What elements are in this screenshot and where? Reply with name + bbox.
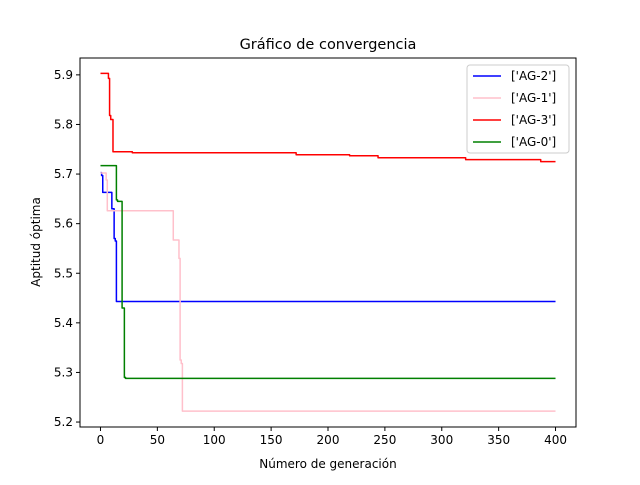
y-axis-label: Aptitud óptima	[29, 197, 43, 287]
legend-box	[466, 64, 570, 154]
x-tick-label: 150	[260, 433, 283, 447]
x-tick-label: 250	[373, 433, 396, 447]
y-tick-label: 5.4	[54, 316, 73, 330]
y-tick-label: 5.6	[54, 217, 73, 231]
legend-label: ['AG-2']	[511, 69, 556, 83]
x-tick-label: 300	[430, 433, 453, 447]
y-tick-label: 5.9	[54, 68, 73, 82]
legend: ['AG-2'] ['AG-1'] ['AG-3'] ['AG-0']	[466, 64, 570, 154]
series-line-1	[100, 172, 556, 412]
x-tick-label: 200	[317, 433, 340, 447]
series-line-2	[100, 72, 556, 163]
chart-title: Gráfico de convergencia	[240, 37, 417, 53]
legend-label: ['AG-0']	[511, 135, 556, 149]
y-axis: 5.2 5.3 5.4 5.5 5.6 5.7 5.8 5.9	[54, 68, 80, 429]
series-line-3	[100, 164, 556, 380]
series-line-0	[100, 171, 556, 303]
legend-label: ['AG-1']	[511, 91, 556, 105]
y-tick-label: 5.3	[54, 365, 73, 379]
x-tick-label: 100	[203, 433, 226, 447]
x-tick-label: 350	[487, 433, 510, 447]
x-tick-label: 400	[544, 433, 567, 447]
x-tick-label: 0	[97, 433, 105, 447]
y-tick-label: 5.8	[54, 117, 73, 131]
legend-label: ['AG-3']	[511, 113, 556, 127]
y-tick-label: 5.7	[54, 167, 73, 181]
x-tick-label: 50	[150, 433, 165, 447]
x-axis-label: Número de generación	[259, 457, 396, 471]
y-tick-label: 5.5	[54, 266, 73, 280]
x-axis: 0 50 100 150 200 250 300 350 400	[97, 427, 567, 447]
y-tick-label: 5.2	[54, 415, 73, 429]
